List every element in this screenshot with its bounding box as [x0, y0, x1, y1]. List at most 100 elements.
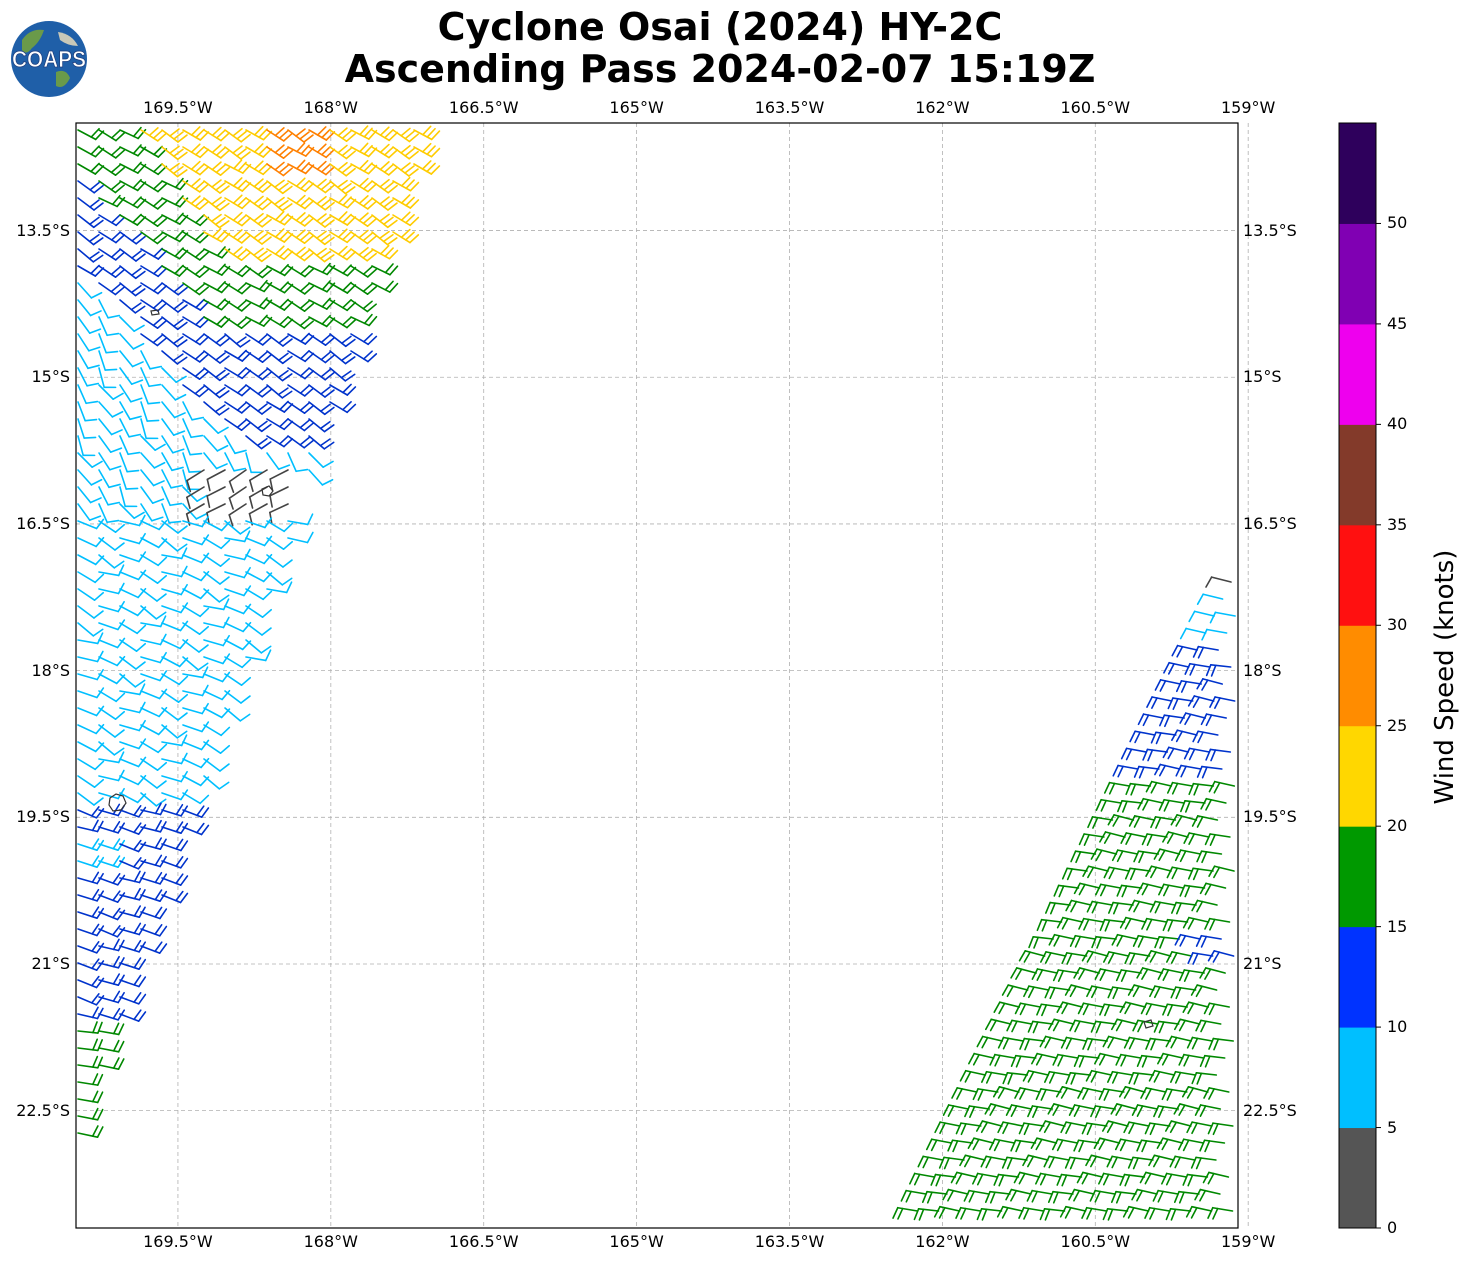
wind-barb — [203, 634, 230, 647]
wind-barb — [1018, 1206, 1045, 1220]
wind-barb — [182, 552, 210, 564]
wind-barb — [1065, 899, 1092, 913]
wind-barb — [245, 452, 264, 474]
wind-barb — [161, 503, 182, 524]
wind-barb — [1124, 952, 1151, 965]
wind-barb — [98, 990, 125, 1004]
wind-barb — [203, 537, 231, 550]
colorbar-segment — [1339, 725, 1376, 827]
wind-barb — [77, 162, 105, 175]
wind-barb — [224, 530, 251, 543]
wind-barb — [140, 554, 168, 567]
wind-barb — [119, 738, 147, 750]
island-outline — [1143, 1019, 1154, 1029]
wind-barb — [1179, 627, 1207, 640]
wind-barb — [119, 957, 147, 970]
wind-barb — [1081, 1122, 1108, 1136]
wind-barb — [77, 1107, 104, 1121]
wind-barb — [1195, 1019, 1222, 1033]
wind-barb — [182, 231, 210, 244]
wind-barb — [1205, 748, 1232, 762]
wind-barb — [329, 367, 356, 382]
wind-barb — [77, 906, 105, 919]
wind-barb — [98, 299, 121, 319]
wind-barb — [1052, 969, 1079, 982]
wind-barb — [77, 486, 102, 504]
wind-barb — [140, 418, 159, 440]
wind-barb — [224, 194, 252, 210]
lat-tick-label-left: 18°S — [31, 660, 70, 680]
wind-barb — [1014, 1002, 1041, 1016]
wind-barb — [182, 702, 209, 715]
wind-barb — [350, 333, 378, 346]
wind-barb — [77, 941, 105, 954]
wind-barb — [77, 248, 104, 263]
wind-barb — [1209, 696, 1236, 709]
wind-barb — [329, 179, 356, 195]
wind-barb — [119, 774, 147, 786]
wind-barb — [119, 248, 146, 262]
wind-barb — [77, 503, 102, 521]
wind-barb — [182, 282, 209, 296]
wind-barb — [77, 536, 105, 548]
wind-barb — [140, 792, 167, 807]
wind-barb — [1140, 1087, 1167, 1100]
wind-barb — [1119, 916, 1147, 930]
wind-barb — [392, 211, 420, 227]
wind-barb — [1136, 967, 1163, 980]
wind-barb — [182, 316, 210, 329]
wind-barb — [413, 125, 441, 141]
wind-barb — [1196, 678, 1223, 691]
wind-barb — [203, 196, 230, 212]
wind-barb — [1028, 935, 1054, 949]
wind-barb — [140, 401, 160, 422]
wind-barb — [1035, 1172, 1062, 1186]
wind-barb — [140, 571, 168, 584]
wind-barb — [266, 571, 293, 586]
wind-barb — [1194, 1104, 1222, 1117]
wind-barb — [98, 820, 126, 834]
wind-barb — [203, 588, 230, 603]
wind-barb — [245, 517, 273, 529]
wind-barb — [1060, 1036, 1087, 1050]
wind-barb — [1202, 1171, 1230, 1185]
wind-barb — [224, 333, 251, 348]
wind-barb — [1055, 1086, 1083, 1099]
wind-barb — [1207, 1206, 1234, 1220]
wind-barb — [224, 299, 252, 312]
lat-tick-label-left: 19.5°S — [16, 807, 70, 827]
wind-barb — [119, 701, 146, 714]
wind-barb — [119, 673, 146, 688]
wind-barb — [1132, 934, 1159, 948]
wind-barb — [1181, 1086, 1209, 1099]
wind-barb — [119, 905, 146, 918]
wind-barb — [77, 435, 96, 457]
wind-barb — [1166, 866, 1193, 880]
wind-barb — [224, 177, 252, 192]
wind-barb — [98, 1007, 126, 1021]
wind-barb — [224, 566, 251, 579]
wind-barb — [1200, 713, 1227, 727]
wind-barb — [98, 564, 125, 577]
wind-barb — [1095, 798, 1122, 812]
wind-barb — [1145, 780, 1173, 794]
wind-barb — [140, 819, 167, 833]
island-outlines — [108, 309, 1154, 1029]
wind-barb — [161, 537, 188, 552]
lon-tick-label-bottom: 168°W — [303, 1232, 358, 1251]
wind-barb — [1110, 1103, 1138, 1116]
wind-barb — [350, 246, 377, 262]
wind-barb — [1039, 1120, 1066, 1134]
wind-barb — [981, 1070, 1008, 1084]
lat-tick-label-right: 21°S — [1243, 953, 1282, 973]
lon-tick-label-top: 160.5°W — [1060, 98, 1131, 117]
wind-barb — [245, 535, 273, 547]
wind-barb — [1110, 1018, 1138, 1032]
wind-barb — [1162, 746, 1190, 760]
wind-barb — [1205, 664, 1232, 677]
wind-barb — [900, 1189, 927, 1203]
wind-barb — [1183, 747, 1211, 761]
wind-barb — [950, 1171, 978, 1185]
wind-barb — [266, 196, 293, 212]
wind-barb — [77, 622, 104, 637]
